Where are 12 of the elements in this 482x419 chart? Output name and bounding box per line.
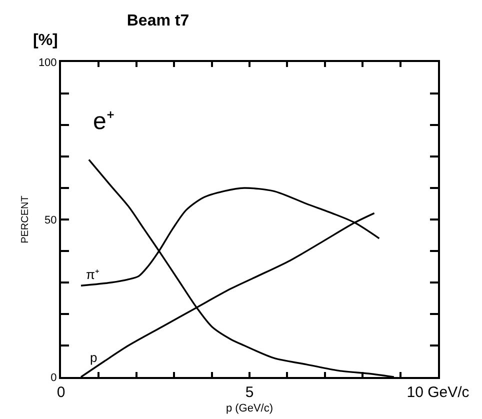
y-axis-title: PERCENT	[20, 196, 31, 244]
chart-title: Beam t7	[126, 12, 190, 30]
x-tick-label: 10 GeV/c	[406, 384, 470, 401]
series-label: π⁺	[86, 267, 99, 282]
y-tick-label: 50	[44, 214, 57, 226]
x-axis-title: p (GeV/c)	[226, 402, 274, 415]
x-tick-label: 5	[245, 384, 254, 401]
series-label: e⁺	[93, 108, 114, 135]
y-tick-label: 100	[38, 56, 57, 69]
series-label: p	[90, 350, 98, 365]
text: [%]	[33, 32, 58, 49]
y-tick-label: 0	[50, 372, 57, 384]
